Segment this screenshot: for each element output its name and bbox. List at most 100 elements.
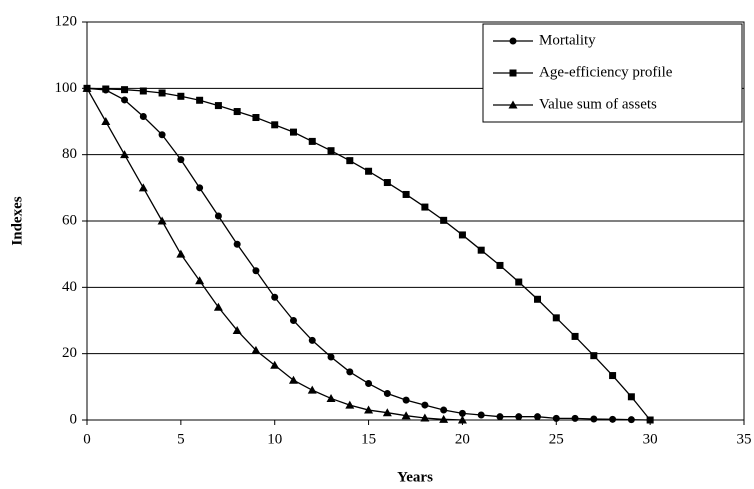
- marker: [327, 353, 335, 361]
- marker: [101, 117, 111, 125]
- legend-label: Value sum of assets: [539, 96, 657, 112]
- marker: [552, 314, 560, 322]
- series-line: [86, 88, 463, 421]
- marker: [271, 293, 279, 301]
- marker: [383, 389, 391, 397]
- marker: [195, 276, 205, 285]
- marker: [82, 83, 92, 92]
- y-tick-label: 0: [70, 411, 78, 427]
- y-tick-label: 20: [62, 345, 77, 361]
- y-tick-label: 100: [55, 80, 78, 96]
- marker: [176, 249, 186, 258]
- marker: [402, 190, 410, 198]
- marker: [477, 411, 485, 419]
- x-tick-label: 30: [643, 431, 658, 447]
- marker: [346, 157, 354, 165]
- y-axis-title: Indexes: [9, 196, 25, 245]
- marker: [590, 352, 598, 360]
- marker: [270, 360, 280, 369]
- marker: [515, 278, 523, 286]
- marker: [609, 415, 617, 423]
- x-tick-label: 0: [83, 431, 91, 447]
- marker: [534, 413, 542, 421]
- y-tick-label: 40: [62, 279, 77, 295]
- marker: [590, 415, 598, 423]
- marker: [196, 96, 204, 104]
- marker: [289, 317, 297, 324]
- marker: [139, 87, 147, 95]
- legend-marker: [508, 100, 518, 109]
- x-tick-label: 20: [455, 431, 470, 447]
- marker: [158, 131, 166, 139]
- x-tick-label: 5: [177, 431, 185, 447]
- marker: [496, 413, 504, 421]
- marker: [288, 375, 298, 384]
- legend-marker: [509, 37, 517, 45]
- marker: [271, 121, 279, 129]
- plot-frame: [86, 21, 745, 421]
- marker: [233, 240, 241, 248]
- marker: [233, 108, 241, 116]
- y-tick-label: 60: [62, 212, 77, 228]
- marker: [177, 92, 185, 100]
- marker: [326, 393, 336, 402]
- marker: [364, 405, 374, 414]
- marker: [421, 203, 429, 211]
- legend-marker: [509, 69, 517, 77]
- marker: [177, 156, 185, 164]
- marker: [440, 406, 448, 414]
- marker: [252, 267, 260, 275]
- marker: [157, 216, 167, 225]
- y-tick-label: 120: [55, 13, 78, 29]
- marker: [420, 413, 430, 422]
- marker: [121, 96, 129, 104]
- marker: [346, 368, 354, 376]
- marker: [289, 128, 297, 136]
- legend: Mortality Age-efficiency profile Value sum…: [482, 23, 743, 123]
- marker: [440, 216, 448, 224]
- marker: [213, 302, 223, 311]
- marker: [477, 246, 485, 254]
- marker: [214, 102, 222, 110]
- marker: [307, 385, 317, 394]
- marker: [365, 167, 373, 175]
- marker: [308, 336, 316, 344]
- y-tick-label: 80: [62, 146, 77, 162]
- marker: [646, 416, 654, 424]
- legend-label: Age-efficiency profile: [539, 64, 673, 80]
- marker: [308, 137, 316, 145]
- marker: [552, 414, 560, 422]
- marker: [139, 113, 147, 121]
- marker: [627, 393, 635, 401]
- marker: [365, 380, 373, 388]
- marker: [121, 86, 129, 94]
- marker: [138, 183, 148, 192]
- marker: [457, 415, 467, 424]
- x-tick-label: 10: [267, 431, 282, 447]
- marker: [232, 325, 242, 334]
- marker: [609, 372, 617, 380]
- marker: [327, 147, 335, 155]
- marker: [102, 85, 110, 93]
- marker: [402, 396, 410, 404]
- marker: [571, 332, 579, 340]
- marker: [571, 414, 579, 422]
- marker: [120, 150, 130, 159]
- marker: [515, 413, 523, 421]
- series-line: [86, 87, 651, 421]
- legend-label: Mortality: [539, 32, 596, 48]
- marker: [439, 414, 449, 423]
- marker: [382, 408, 392, 417]
- marker: [401, 411, 411, 420]
- marker: [252, 114, 260, 122]
- series-line: [86, 87, 651, 421]
- x-axis-title: Years: [397, 469, 433, 485]
- x-tick-label: 25: [549, 431, 564, 447]
- marker: [345, 400, 355, 409]
- marker: [627, 416, 635, 424]
- marker: [214, 212, 222, 220]
- marker: [383, 179, 391, 187]
- marker: [458, 231, 466, 239]
- marker: [421, 401, 429, 409]
